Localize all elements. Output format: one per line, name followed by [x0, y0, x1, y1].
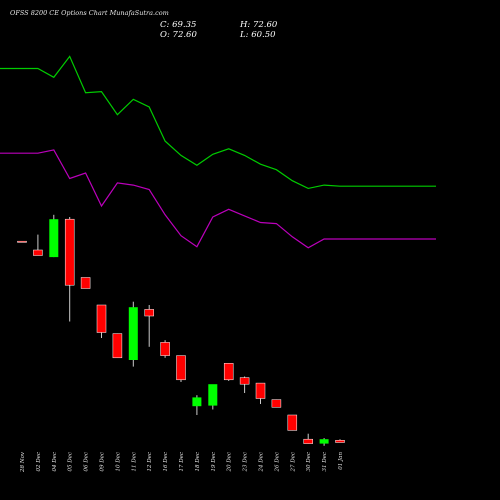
candle-body: [112, 333, 123, 359]
candle-17-dec: [176, 355, 186, 382]
low-value: L: 60.50: [240, 30, 276, 40]
x-tick-label: 19 Dec: [211, 452, 217, 472]
indicator-lines: [0, 55, 436, 249]
x-tick-label: 20 Dec: [227, 452, 233, 473]
candle-16-dec: [160, 340, 170, 358]
x-tick-label: 10 Dec: [115, 452, 121, 472]
x-tick-label: 26 Dec: [274, 452, 280, 473]
x-tick-label: 06 Dec: [84, 452, 90, 472]
candle-body: [271, 399, 282, 408]
candle-24-dec: [255, 382, 266, 404]
x-tick-label: 09 Dec: [100, 452, 106, 472]
x-tick-label: 23 Dec: [243, 452, 249, 473]
candle-body: [287, 414, 298, 431]
x-tick-label: 05 Dec: [68, 452, 74, 472]
candle-01-jan: [335, 439, 345, 443]
candle-19-dec: [208, 384, 218, 410]
candle-30-dec: [303, 433, 313, 444]
candle-06-dec: [80, 277, 91, 289]
candle-11-dec: [128, 301, 138, 367]
x-tick-label: 04 Dec: [52, 452, 58, 472]
candle-body: [319, 439, 329, 444]
candle-body: [335, 440, 345, 443]
x-tick-label: 16 Dec: [163, 452, 169, 472]
x-tick-label: 12 Dec: [147, 452, 153, 472]
candle-body: [239, 377, 250, 385]
candle-05-dec: [64, 217, 75, 322]
x-tick-label: 11 Dec: [131, 452, 137, 472]
x-tick-label: 31 Dec: [322, 452, 328, 472]
candle-body: [80, 277, 91, 289]
candle-28-nov: [17, 240, 27, 243]
candle-09-dec: [96, 304, 107, 338]
candle-18-dec: [192, 395, 202, 415]
candle-body: [255, 382, 266, 399]
x-axis-ticks: 28 Nov 02 Dec 04 Dec 05 Dec 06 Dec 09 Dec 10 D…: [20, 451, 344, 473]
x-tick-label: 02 Dec: [36, 452, 42, 472]
candle-body: [128, 307, 138, 360]
candle-body: [303, 438, 313, 444]
candle-27-dec: [287, 414, 298, 431]
chart-title: OFSS 8200 CE Options Chart MunafaSutra.c…: [10, 9, 169, 17]
candle-31-dec: [319, 438, 329, 446]
candle-body: [144, 309, 154, 317]
candle-body: [96, 304, 107, 333]
candle-10-dec: [112, 333, 123, 359]
high-value: H: 72.60: [240, 20, 278, 30]
candle-body: [33, 249, 43, 256]
candle-body: [49, 219, 59, 258]
x-tick-label: 24 Dec: [259, 452, 265, 473]
x-tick-label: 17 Dec: [179, 452, 185, 472]
indicator-line-1: [0, 55, 436, 190]
x-tick-label: 27 Dec: [290, 452, 296, 473]
close-value: C: 69.35: [160, 20, 197, 30]
candle-02-dec: [33, 234, 43, 256]
open-value: O: 72.60: [160, 30, 197, 40]
candle-body: [17, 240, 27, 243]
x-tick-label: 28 Nov: [20, 451, 26, 473]
candle-body: [64, 218, 75, 286]
x-tick-label: 01 Jan: [338, 452, 344, 470]
x-tick-label: 18 Dec: [195, 452, 201, 472]
candle-04-dec: [49, 214, 59, 258]
candle-body: [192, 397, 202, 407]
candle-26-dec: [271, 399, 282, 408]
candle-body: [208, 384, 218, 406]
candle-body: [176, 355, 186, 381]
candles: [17, 214, 345, 446]
candle-23-dec: [239, 376, 250, 393]
candle-body: [160, 342, 170, 356]
x-tick-label: 30 Dec: [306, 452, 312, 472]
candle-12-dec: [144, 305, 154, 347]
candle-20-dec: [223, 363, 234, 381]
candle-body: [223, 363, 234, 381]
indicator-line-2: [0, 149, 436, 249]
